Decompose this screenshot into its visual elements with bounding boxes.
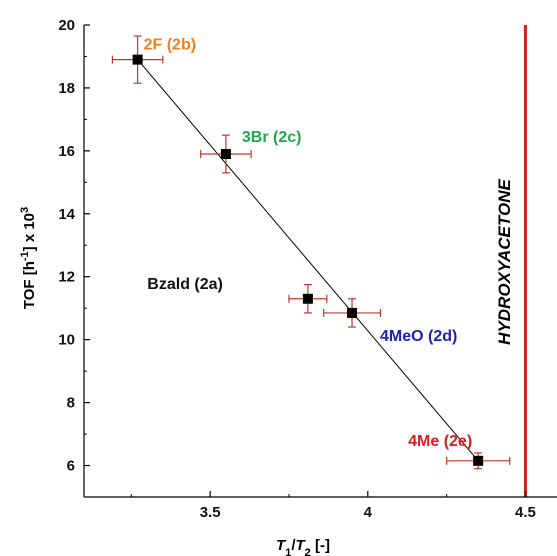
y-tick-label: 12: [58, 269, 75, 286]
data-series: 2F (2b) 3Br (2c) Bzald (2a) 4MeO (2d) 4Me (2…: [111, 25, 527, 497]
data-point: [132, 54, 143, 65]
y-tick-label: 6: [67, 458, 75, 475]
data-point: [302, 293, 313, 304]
point-label: Bzald (2a): [147, 276, 223, 293]
point-label: 3Br (2c): [242, 129, 302, 146]
y-tick-label: 16: [58, 143, 75, 160]
x-tick-label: 3.5: [200, 504, 221, 521]
data-point: [473, 455, 484, 466]
y-tick-label: 18: [58, 80, 75, 97]
hydroxyacetone-label: HYDROXYACETONE: [495, 179, 514, 345]
point-label: 4MeO (2d): [380, 328, 457, 345]
x-axis-title: T1/T2 [-]: [276, 537, 330, 556]
x-tick-label: 4: [364, 504, 373, 521]
y-tick-label: 20: [58, 17, 75, 34]
y-tick-label: 10: [58, 332, 75, 349]
x-tick-label: 4.5: [515, 504, 536, 521]
y-tick-label: 14: [58, 206, 75, 223]
fit-line: [137, 59, 479, 462]
y-tick-label: 8: [67, 395, 75, 412]
y-axis-title: TOF [h-1] x 103: [19, 207, 38, 309]
data-point: [220, 149, 231, 160]
point-label: 4Me (2e): [408, 433, 472, 450]
point-label: 2F (2b): [144, 37, 196, 54]
axes: 6 8 10 12 14 16 18 20 3.5 4 4.5: [58, 17, 557, 521]
data-point: [347, 307, 358, 318]
